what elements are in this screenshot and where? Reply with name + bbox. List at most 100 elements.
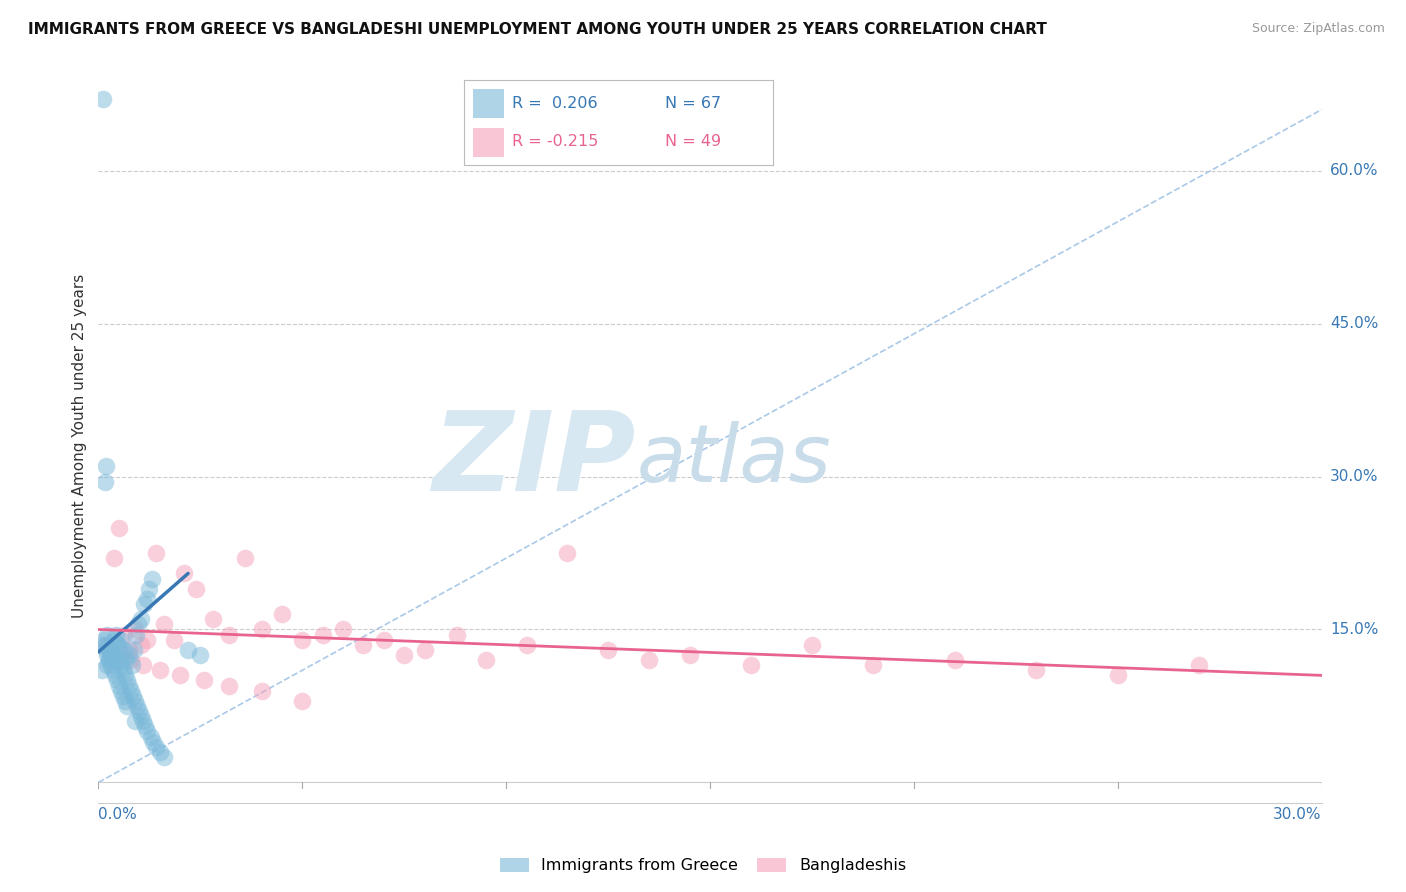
- Text: 60.0%: 60.0%: [1330, 163, 1378, 178]
- Point: [596, 643, 619, 657]
- Point: [193, 673, 215, 688]
- Point: [136, 724, 159, 739]
- Text: 30.0%: 30.0%: [1274, 807, 1322, 822]
- Point: [134, 719, 156, 733]
- Point: [127, 698, 149, 713]
- Point: [516, 638, 538, 652]
- Point: [111, 663, 134, 677]
- Text: 30.0%: 30.0%: [1330, 469, 1378, 484]
- Point: [218, 627, 240, 641]
- Point: [152, 750, 174, 764]
- Text: R =  0.206: R = 0.206: [512, 95, 598, 111]
- Point: [312, 627, 335, 641]
- Point: [124, 694, 146, 708]
- Point: [111, 689, 134, 703]
- Point: [136, 632, 159, 647]
- Point: [96, 648, 118, 662]
- Point: [98, 643, 121, 657]
- Point: [132, 714, 155, 729]
- Point: [188, 648, 212, 662]
- Point: [173, 566, 195, 581]
- Point: [112, 643, 135, 657]
- Point: [91, 638, 114, 652]
- Text: N = 49: N = 49: [665, 134, 721, 149]
- Text: R = -0.215: R = -0.215: [512, 134, 599, 149]
- Text: atlas: atlas: [637, 421, 831, 500]
- Point: [101, 648, 124, 662]
- Point: [169, 668, 191, 682]
- Point: [413, 643, 436, 657]
- Point: [94, 638, 117, 652]
- Point: [120, 653, 142, 667]
- FancyBboxPatch shape: [474, 128, 505, 157]
- Point: [108, 679, 131, 693]
- Point: [104, 653, 127, 667]
- Point: [103, 632, 125, 647]
- Point: [91, 92, 114, 106]
- Point: [96, 658, 118, 673]
- Legend: Immigrants from Greece, Bangladeshis: Immigrants from Greece, Bangladeshis: [494, 851, 912, 880]
- Point: [637, 653, 661, 667]
- Point: [142, 734, 165, 748]
- Point: [104, 668, 127, 682]
- Point: [121, 658, 143, 673]
- Point: [124, 714, 146, 729]
- Point: [332, 623, 354, 637]
- Point: [110, 658, 132, 673]
- Point: [250, 683, 273, 698]
- Text: 45.0%: 45.0%: [1330, 316, 1378, 331]
- Point: [93, 475, 115, 489]
- Point: [114, 668, 136, 682]
- Point: [118, 648, 141, 662]
- Point: [96, 627, 118, 641]
- Point: [446, 627, 468, 641]
- Point: [114, 694, 136, 708]
- Text: 15.0%: 15.0%: [1330, 622, 1378, 637]
- Point: [145, 739, 167, 754]
- Point: [98, 643, 121, 657]
- Point: [110, 648, 132, 662]
- Point: [93, 632, 115, 647]
- Point: [107, 638, 129, 652]
- Point: [105, 673, 128, 688]
- Point: [125, 627, 148, 641]
- Point: [149, 745, 172, 759]
- Point: [94, 638, 117, 652]
- Point: [1107, 668, 1129, 682]
- Point: [100, 643, 122, 657]
- Point: [555, 546, 579, 560]
- Point: [101, 663, 124, 677]
- Point: [801, 638, 824, 652]
- Point: [129, 709, 152, 723]
- Point: [122, 689, 145, 703]
- Point: [124, 643, 146, 657]
- Point: [108, 653, 131, 667]
- Point: [97, 653, 120, 667]
- Point: [103, 551, 125, 566]
- Point: [90, 663, 112, 677]
- Point: [233, 551, 256, 566]
- Point: [118, 679, 141, 693]
- Point: [943, 653, 966, 667]
- Text: ZIP: ZIP: [433, 407, 637, 514]
- Point: [163, 632, 186, 647]
- Point: [139, 730, 162, 744]
- Point: [94, 459, 117, 474]
- Point: [110, 632, 132, 647]
- Point: [177, 643, 200, 657]
- Point: [291, 694, 314, 708]
- Point: [129, 612, 152, 626]
- Point: [100, 658, 122, 673]
- Point: [118, 643, 141, 657]
- Point: [145, 546, 167, 560]
- Point: [149, 663, 172, 677]
- Point: [128, 704, 150, 718]
- Text: IMMIGRANTS FROM GREECE VS BANGLADESHI UNEMPLOYMENT AMONG YOUTH UNDER 25 YEARS CO: IMMIGRANTS FROM GREECE VS BANGLADESHI UN…: [28, 22, 1047, 37]
- Point: [250, 623, 273, 637]
- Point: [373, 632, 395, 647]
- FancyBboxPatch shape: [474, 89, 505, 118]
- Point: [186, 582, 208, 596]
- Point: [132, 597, 155, 611]
- Point: [862, 658, 884, 673]
- Point: [201, 612, 224, 626]
